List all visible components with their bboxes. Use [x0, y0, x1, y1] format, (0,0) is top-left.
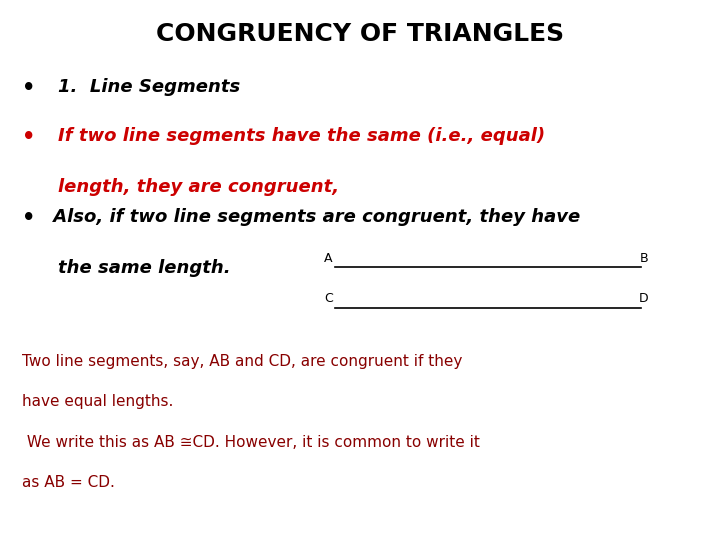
- Text: as AB = CD.: as AB = CD.: [22, 475, 114, 490]
- Text: •: •: [22, 208, 35, 228]
- Text: C: C: [324, 292, 333, 305]
- Text: D: D: [639, 292, 648, 305]
- Text: Two line segments, say, AB and CD, are congruent if they: Two line segments, say, AB and CD, are c…: [22, 354, 462, 369]
- Text: We write this as AB ≅CD. However, it is common to write it: We write this as AB ≅CD. However, it is …: [22, 435, 480, 450]
- Text: length, they are congruent,: length, they are congruent,: [58, 178, 338, 196]
- Text: •: •: [22, 127, 35, 147]
- Text: A: A: [324, 252, 333, 265]
- Text: CONGRUENCY OF TRIANGLES: CONGRUENCY OF TRIANGLES: [156, 22, 564, 45]
- Text: If two line segments have the same (i.e., equal): If two line segments have the same (i.e.…: [58, 127, 545, 145]
- Text: have equal lengths.: have equal lengths.: [22, 394, 173, 409]
- Text: Also, if two line segments are congruent, they have: Also, if two line segments are congruent…: [47, 208, 580, 226]
- Text: 1.  Line Segments: 1. Line Segments: [58, 78, 240, 96]
- Text: B: B: [639, 252, 648, 265]
- Text: the same length.: the same length.: [58, 259, 230, 277]
- Text: •: •: [22, 78, 35, 98]
